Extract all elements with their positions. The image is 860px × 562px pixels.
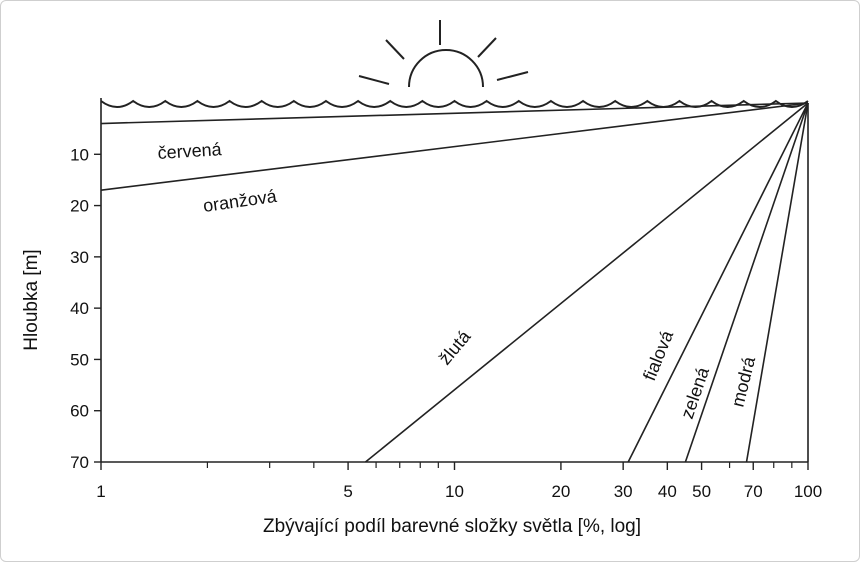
x-tick-label: 40 — [658, 482, 677, 501]
series-line — [627, 102, 809, 463]
y-tick-label: 50 — [70, 350, 89, 369]
series-line — [745, 102, 809, 463]
y-tick-label: 70 — [70, 453, 89, 472]
x-tick-label: 5 — [343, 482, 352, 501]
x-tick-label: 50 — [692, 482, 711, 501]
y-tick-label: 20 — [70, 197, 89, 216]
y-axis-title: Hloubka [m] — [21, 249, 42, 350]
x-tick-label: 100 — [794, 482, 822, 501]
series-line — [684, 102, 809, 463]
y-tick-label: 30 — [70, 248, 89, 267]
x-tick-label: 1 — [96, 482, 105, 501]
series-line — [364, 102, 809, 463]
series-label: oranžová — [202, 186, 279, 216]
series-label: červená — [157, 139, 223, 163]
series-label: zelená — [677, 364, 714, 422]
x-tick-label: 70 — [744, 482, 763, 501]
series-label: modrá — [727, 354, 759, 409]
sun-icon — [358, 20, 529, 88]
series-label: žlutá — [435, 326, 475, 369]
series-line — [100, 102, 809, 125]
y-tick-label: 10 — [70, 145, 89, 164]
x-axis-title: Zbývající podíl barevné složky světla [%… — [263, 516, 641, 537]
y-tick-label: 60 — [70, 402, 89, 421]
x-tick-label: 20 — [551, 482, 570, 501]
x-tick-label: 10 — [445, 482, 464, 501]
y-tick-label: 40 — [70, 299, 89, 318]
series-line — [100, 102, 809, 191]
x-tick-label: 30 — [614, 482, 633, 501]
